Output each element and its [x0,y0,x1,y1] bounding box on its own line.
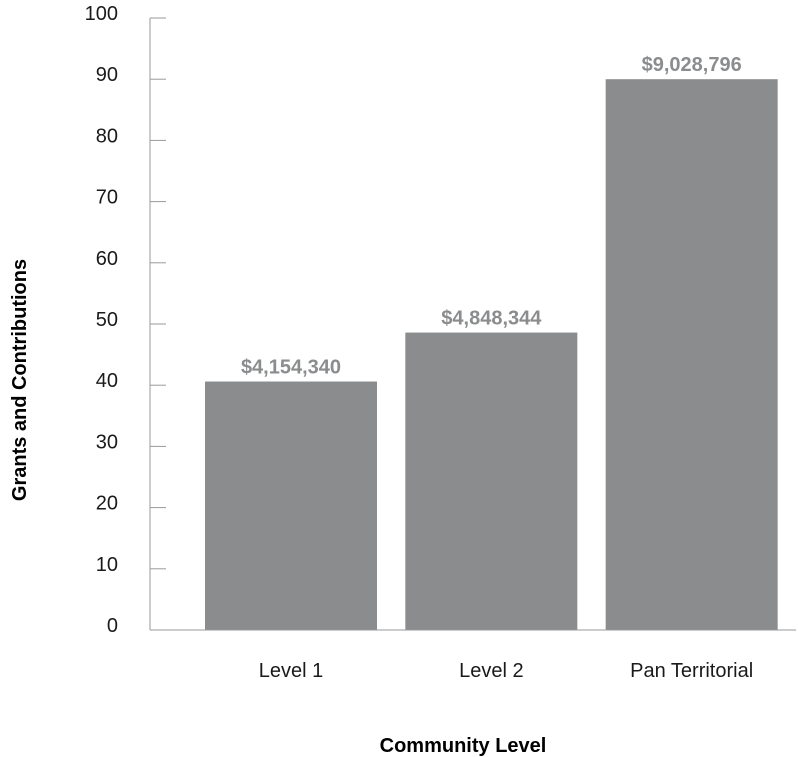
bar-data-label: $9,028,796 [642,54,742,76]
x-tick-label: Level 2 [459,660,524,682]
y-tick-label: 30 [96,431,118,453]
y-axis-title: Grants and Contributions [9,259,31,501]
y-tick-label: 80 [96,125,118,147]
y-tick-label: 60 [96,248,118,270]
bar-data-label: $4,154,340 [241,357,341,379]
x-tick-labels: Level 1 Level 2 Pan Territorial [259,660,753,682]
y-tick-label: 0 [107,615,118,637]
bars [205,79,778,630]
bar-data-label: $4,848,344 [441,308,542,330]
y-ticks: 0 10 20 30 40 50 60 70 80 90 100 [85,3,166,637]
x-tick-label: Level 1 [259,660,324,682]
y-tick-label: 40 [96,370,118,392]
y-tick-label: 10 [96,554,118,576]
y-tick-label: 50 [96,309,118,331]
bar [605,79,778,630]
bar [205,381,377,630]
y-tick-label: 70 [96,187,118,209]
y-tick-label: 20 [96,493,118,515]
y-tick-label: 100 [85,3,118,25]
x-tick-label: Pan Territorial [630,660,753,682]
bar [405,332,578,630]
data-labels: $4,154,340 $4,848,344 $9,028,796 [241,54,742,378]
x-axis-title: Community Level [380,735,547,757]
y-tick-label: 90 [96,64,118,86]
